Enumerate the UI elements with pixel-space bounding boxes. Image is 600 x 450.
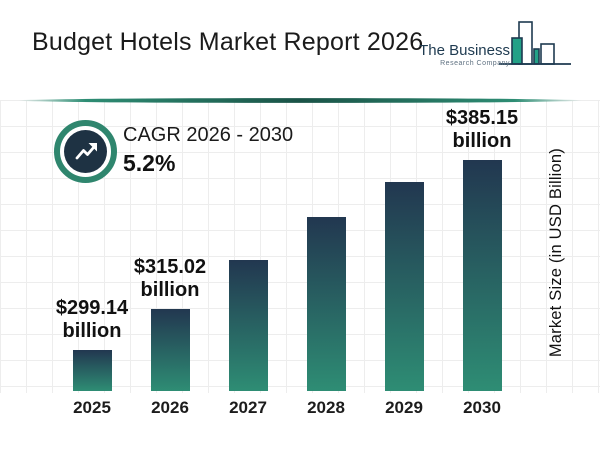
company-logo: The Business Research Company <box>419 14 572 73</box>
chart-column-2027: 2027 <box>209 100 287 417</box>
header-divider <box>18 91 582 103</box>
x-tick-2029: 2029 <box>385 398 423 417</box>
bar-2025 <box>72 350 112 391</box>
bar-value-label-2025: $299.14 billion <box>55 297 129 342</box>
bar-2027 <box>228 260 268 391</box>
chart-column-2028: 2028 <box>287 100 365 417</box>
logo-name: The Business <box>419 42 510 59</box>
chart-column-2030: $385.15 billion 2030 <box>443 100 521 417</box>
bar-2028 <box>306 217 346 391</box>
bar-2030 <box>462 160 502 391</box>
bar-chart: $299.14 billion 2025 $315.02 billion 2026 2027… <box>53 100 521 417</box>
logo-subname: Research Company <box>440 60 510 67</box>
trending-up-icon <box>64 130 107 173</box>
x-tick-2030: 2030 <box>463 398 501 417</box>
bar-value-label-2030: $385.15 billion <box>445 107 519 152</box>
cagr-label: CAGR 2026 - 2030 <box>123 124 294 146</box>
bar-2026 <box>150 309 190 391</box>
chart-column-2025: $299.14 billion 2025 <box>53 100 131 417</box>
bar-skyline-icon <box>498 14 572 73</box>
cagr-badge <box>54 120 117 183</box>
chart-column-2029: 2029 <box>365 100 443 417</box>
bar-value-label-2026: $315.02 billion <box>133 256 207 301</box>
page-title: Budget Hotels Market Report 2026 <box>32 28 424 56</box>
company-logo-text: The Business Research Company <box>419 42 510 67</box>
x-tick-2027: 2027 <box>229 398 267 417</box>
y-axis-label: Market Size (in USD Billion) <box>547 148 565 358</box>
cagr-value: 5.2% <box>123 150 176 176</box>
x-tick-2026: 2026 <box>151 398 189 417</box>
x-tick-2028: 2028 <box>307 398 345 417</box>
chart-column-2026: $315.02 billion 2026 <box>131 100 209 417</box>
bar-2029 <box>384 182 424 391</box>
cagr-text-block: CAGR 2026 - 2030 5.2% <box>123 124 293 177</box>
x-tick-2025: 2025 <box>73 398 111 417</box>
